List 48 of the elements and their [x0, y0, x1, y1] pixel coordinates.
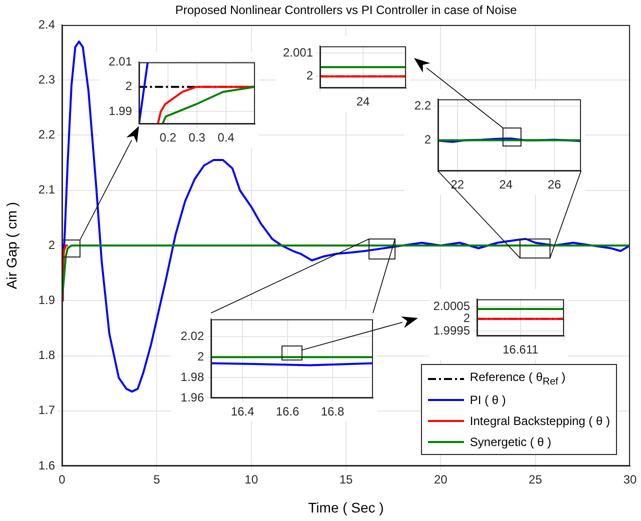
- chart-title: Proposed Nonlinear Controllers vs PI Controller in case of Noise: [174, 3, 518, 17]
- y-tick-label: 2: [306, 68, 314, 83]
- y-tick-label: 2: [463, 311, 470, 326]
- y-tick-label: 2.3: [38, 72, 56, 86]
- y-tick-label: 1.8: [38, 348, 56, 362]
- y-tick-label: 2: [125, 79, 132, 94]
- x-tick-label: 24: [356, 94, 370, 109]
- x-tick-label: 16.4: [230, 404, 254, 419]
- x-tick-label: 15: [339, 472, 353, 487]
- y-tick-label: 1.9: [38, 292, 56, 307]
- y-tick-label: 1.6: [38, 458, 56, 472]
- x-tick-label: 0: [58, 472, 66, 487]
- y-tick-label: 2: [424, 132, 432, 147]
- x-tick-label: 16.8: [320, 404, 344, 419]
- y-tick-label: 2.001: [282, 45, 314, 60]
- y-tick-label: 1.7: [38, 403, 56, 418]
- y-tick-label: 1.99: [108, 104, 132, 118]
- y-tick-label: 2: [197, 349, 204, 364]
- x-tick-label: 22: [450, 178, 464, 192]
- y-tick-label: 2.0005: [433, 298, 470, 313]
- legend-label: PI ( θ ): [470, 392, 506, 406]
- y-tick-label: 2.01: [108, 54, 132, 69]
- y-tick-label: 2.02: [180, 328, 204, 343]
- x-tick-label: 24: [499, 178, 513, 192]
- x-tick-label: 0.2: [160, 130, 177, 145]
- y-tick-label: 1.98: [180, 370, 204, 384]
- legend-label: Synergetic ( θ ): [470, 434, 552, 448]
- x-tick-label: 16.611: [502, 342, 539, 357]
- x-tick-label: 0.3: [188, 130, 206, 145]
- x-tick-label: 16.6: [276, 404, 300, 419]
- x-tick-label: 20: [434, 472, 448, 487]
- y-tick-label: 2.2: [38, 128, 56, 142]
- x-tick-label: 10: [244, 472, 258, 487]
- x-tick-label: 0.4: [218, 130, 235, 145]
- y-tick-label: 2.1: [38, 182, 56, 197]
- legend-label: Integral Backstepping ( θ ): [470, 414, 610, 428]
- y-axis-title: Air Gap ( cm ): [3, 202, 20, 290]
- x-tick-label: 5: [153, 472, 160, 487]
- x-tick-label: 30: [623, 472, 637, 487]
- x-axis-title: Time ( Sec ): [308, 499, 384, 516]
- y-tick-label: 1.9995: [433, 323, 470, 338]
- y-tick-label: 1.96: [180, 390, 204, 404]
- y-tick-label: 2.2: [414, 98, 432, 112]
- y-tick-label: 2: [48, 238, 56, 252]
- legend-label: Reference ( θ$_{Ref}$ ): [470, 370, 566, 388]
- x-tick-label: 25: [528, 472, 542, 487]
- y-tick-label: 2.4: [38, 17, 56, 32]
- x-tick-label: 26: [548, 178, 562, 192]
